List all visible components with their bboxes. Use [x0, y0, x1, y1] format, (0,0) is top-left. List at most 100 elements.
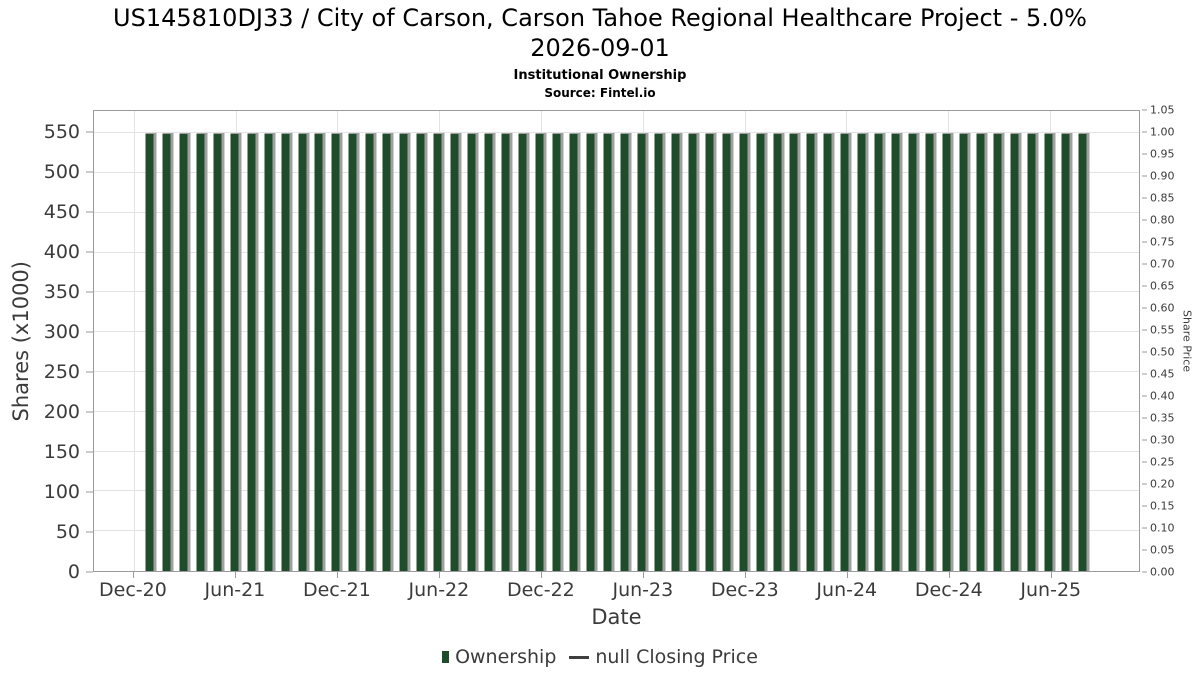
- y-tick-label-right: 0.35: [1150, 411, 1175, 425]
- y-tick-right: [1142, 527, 1147, 529]
- y-tick-label-right: 0.50: [1150, 345, 1175, 359]
- ownership-bar: [213, 133, 225, 571]
- y-tick-right: [1142, 395, 1147, 397]
- ownership-bar: [756, 133, 768, 571]
- y-axis-labels-right: 1.05 1.00 0.95 0.90 0.85 0.80 0.75 0.70 0.65 0.60…: [1150, 104, 1184, 579]
- y-axis-labels-left: 0 50 100 150 200 250 300 350 400 450 500 550: [0, 110, 80, 583]
- x-tick-label: Jun-25: [1020, 579, 1082, 601]
- legend: Ownership null Closing Price: [0, 646, 1200, 668]
- y-tick-right: [1142, 285, 1147, 287]
- y-tick-label-right: 0.65: [1150, 279, 1175, 293]
- ownership-bar: [569, 133, 581, 571]
- ownership-bar: [1010, 133, 1022, 571]
- y-tick-label-left: 450: [43, 201, 80, 224]
- y-tick-right: [1142, 351, 1147, 353]
- y-tick-left: [86, 451, 93, 453]
- horizontal-gridline: [94, 291, 1139, 293]
- y-tick-label-left: 550: [43, 121, 80, 144]
- ownership-bar: [603, 133, 615, 571]
- y-tick-label-right: 0.10: [1150, 521, 1175, 535]
- x-axis-ticks: [93, 572, 1140, 579]
- x-tick: [540, 572, 542, 578]
- y-tick-label-left: 400: [43, 241, 80, 264]
- chart-subtitle: Institutional Ownership: [513, 68, 687, 83]
- x-tick: [1050, 572, 1052, 578]
- x-tick-label: Dec-24: [914, 579, 983, 601]
- horizontal-gridline: [94, 410, 1139, 412]
- ownership-bar: [450, 133, 462, 571]
- legend-item-ownership: Ownership: [442, 646, 556, 668]
- y-tick-label-right: 0.55: [1150, 323, 1175, 337]
- ownership-bar: [654, 133, 666, 571]
- y-tick-label-right: 1.00: [1150, 125, 1175, 139]
- y-axis-ticks-left: [86, 110, 93, 573]
- ownership-bar: [722, 133, 734, 571]
- x-axis-labels: Dec-20 Jun-21 Dec-21 Jun-22 Dec-22 Jun-23 Dec-…: [93, 579, 1140, 603]
- closing-price-line-swatch-icon: [569, 655, 590, 659]
- horizontal-gridline: [94, 132, 1139, 134]
- ownership-bar: [959, 133, 971, 571]
- x-tick: [132, 572, 134, 578]
- y-tick-label-left: 100: [43, 481, 80, 504]
- ownership-bar: [399, 133, 411, 571]
- y-tick-right: [1142, 505, 1147, 507]
- y-tick-label-right: 0.90: [1150, 169, 1175, 183]
- y-tick-label-right: 0.60: [1150, 301, 1175, 315]
- ownership-bar: [840, 133, 852, 571]
- y-tick-label-right: 0.75: [1150, 235, 1175, 249]
- ownership-bar: [416, 133, 428, 571]
- x-tick-label: Dec-23: [710, 579, 779, 601]
- y-tick-right: [1142, 131, 1147, 133]
- y-tick-right: [1142, 109, 1147, 111]
- ownership-bar: [942, 133, 954, 571]
- ownership-bar: [348, 133, 360, 571]
- horizontal-gridline: [94, 371, 1139, 373]
- ownership-bar: [891, 133, 903, 571]
- y-tick-label-left: 50: [55, 521, 80, 544]
- x-axis-title: Date: [591, 605, 642, 629]
- ownership-bar: [976, 133, 988, 571]
- ownership-bar: [823, 133, 835, 571]
- y-tick-right: [1142, 571, 1147, 573]
- ownership-bar: [196, 133, 208, 571]
- x-tick-label: Jun-22: [408, 579, 470, 601]
- chart-source: Source: Fintel.io: [544, 86, 656, 100]
- horizontal-gridline: [94, 530, 1139, 532]
- ownership-bar: [298, 133, 309, 571]
- x-tick-label: Jun-23: [612, 579, 674, 601]
- ownership-bar: [1044, 133, 1056, 571]
- y-tick-right: [1142, 549, 1147, 551]
- chart-title-line1: US145810DJ33 / City of Carson, Carson Ta…: [113, 4, 1087, 32]
- ownership-bar: [264, 133, 276, 571]
- ownership-bar: [586, 133, 598, 571]
- horizontal-gridline: [94, 172, 1139, 174]
- ownership-bar: [1027, 133, 1039, 571]
- y-tick-right: [1142, 461, 1147, 463]
- ownership-bar: [382, 133, 394, 571]
- y-tick-label-right: 0.85: [1150, 191, 1175, 205]
- y-tick-right: [1142, 241, 1147, 243]
- plot-area: [93, 110, 1140, 572]
- ownership-bar: [1061, 133, 1073, 571]
- legend-item-closing-price: null Closing Price: [569, 646, 758, 668]
- y-tick-right: [1142, 483, 1147, 485]
- ownership-bar: [908, 133, 920, 571]
- horizontal-gridline: [94, 490, 1139, 492]
- y-tick-label-right: 0.40: [1150, 389, 1175, 403]
- ownership-bar: [281, 133, 293, 571]
- y-tick-label-right: 0.05: [1150, 543, 1175, 557]
- ownership-bar: [1078, 133, 1090, 571]
- ownership-bar: [179, 133, 191, 571]
- y-tick-left: [86, 411, 93, 413]
- y-tick-right: [1142, 417, 1147, 419]
- ownership-bar: [230, 133, 242, 571]
- ownership-bar: [620, 133, 632, 571]
- y-tick-right: [1142, 373, 1147, 375]
- y-tick-right: [1142, 439, 1147, 441]
- x-tick: [846, 572, 848, 578]
- y-tick-label-left: 300: [43, 321, 80, 344]
- y-tick-left: [86, 251, 93, 253]
- y-tick-left: [86, 331, 93, 333]
- ownership-bar: [806, 133, 818, 571]
- ownership-bar: [247, 133, 259, 571]
